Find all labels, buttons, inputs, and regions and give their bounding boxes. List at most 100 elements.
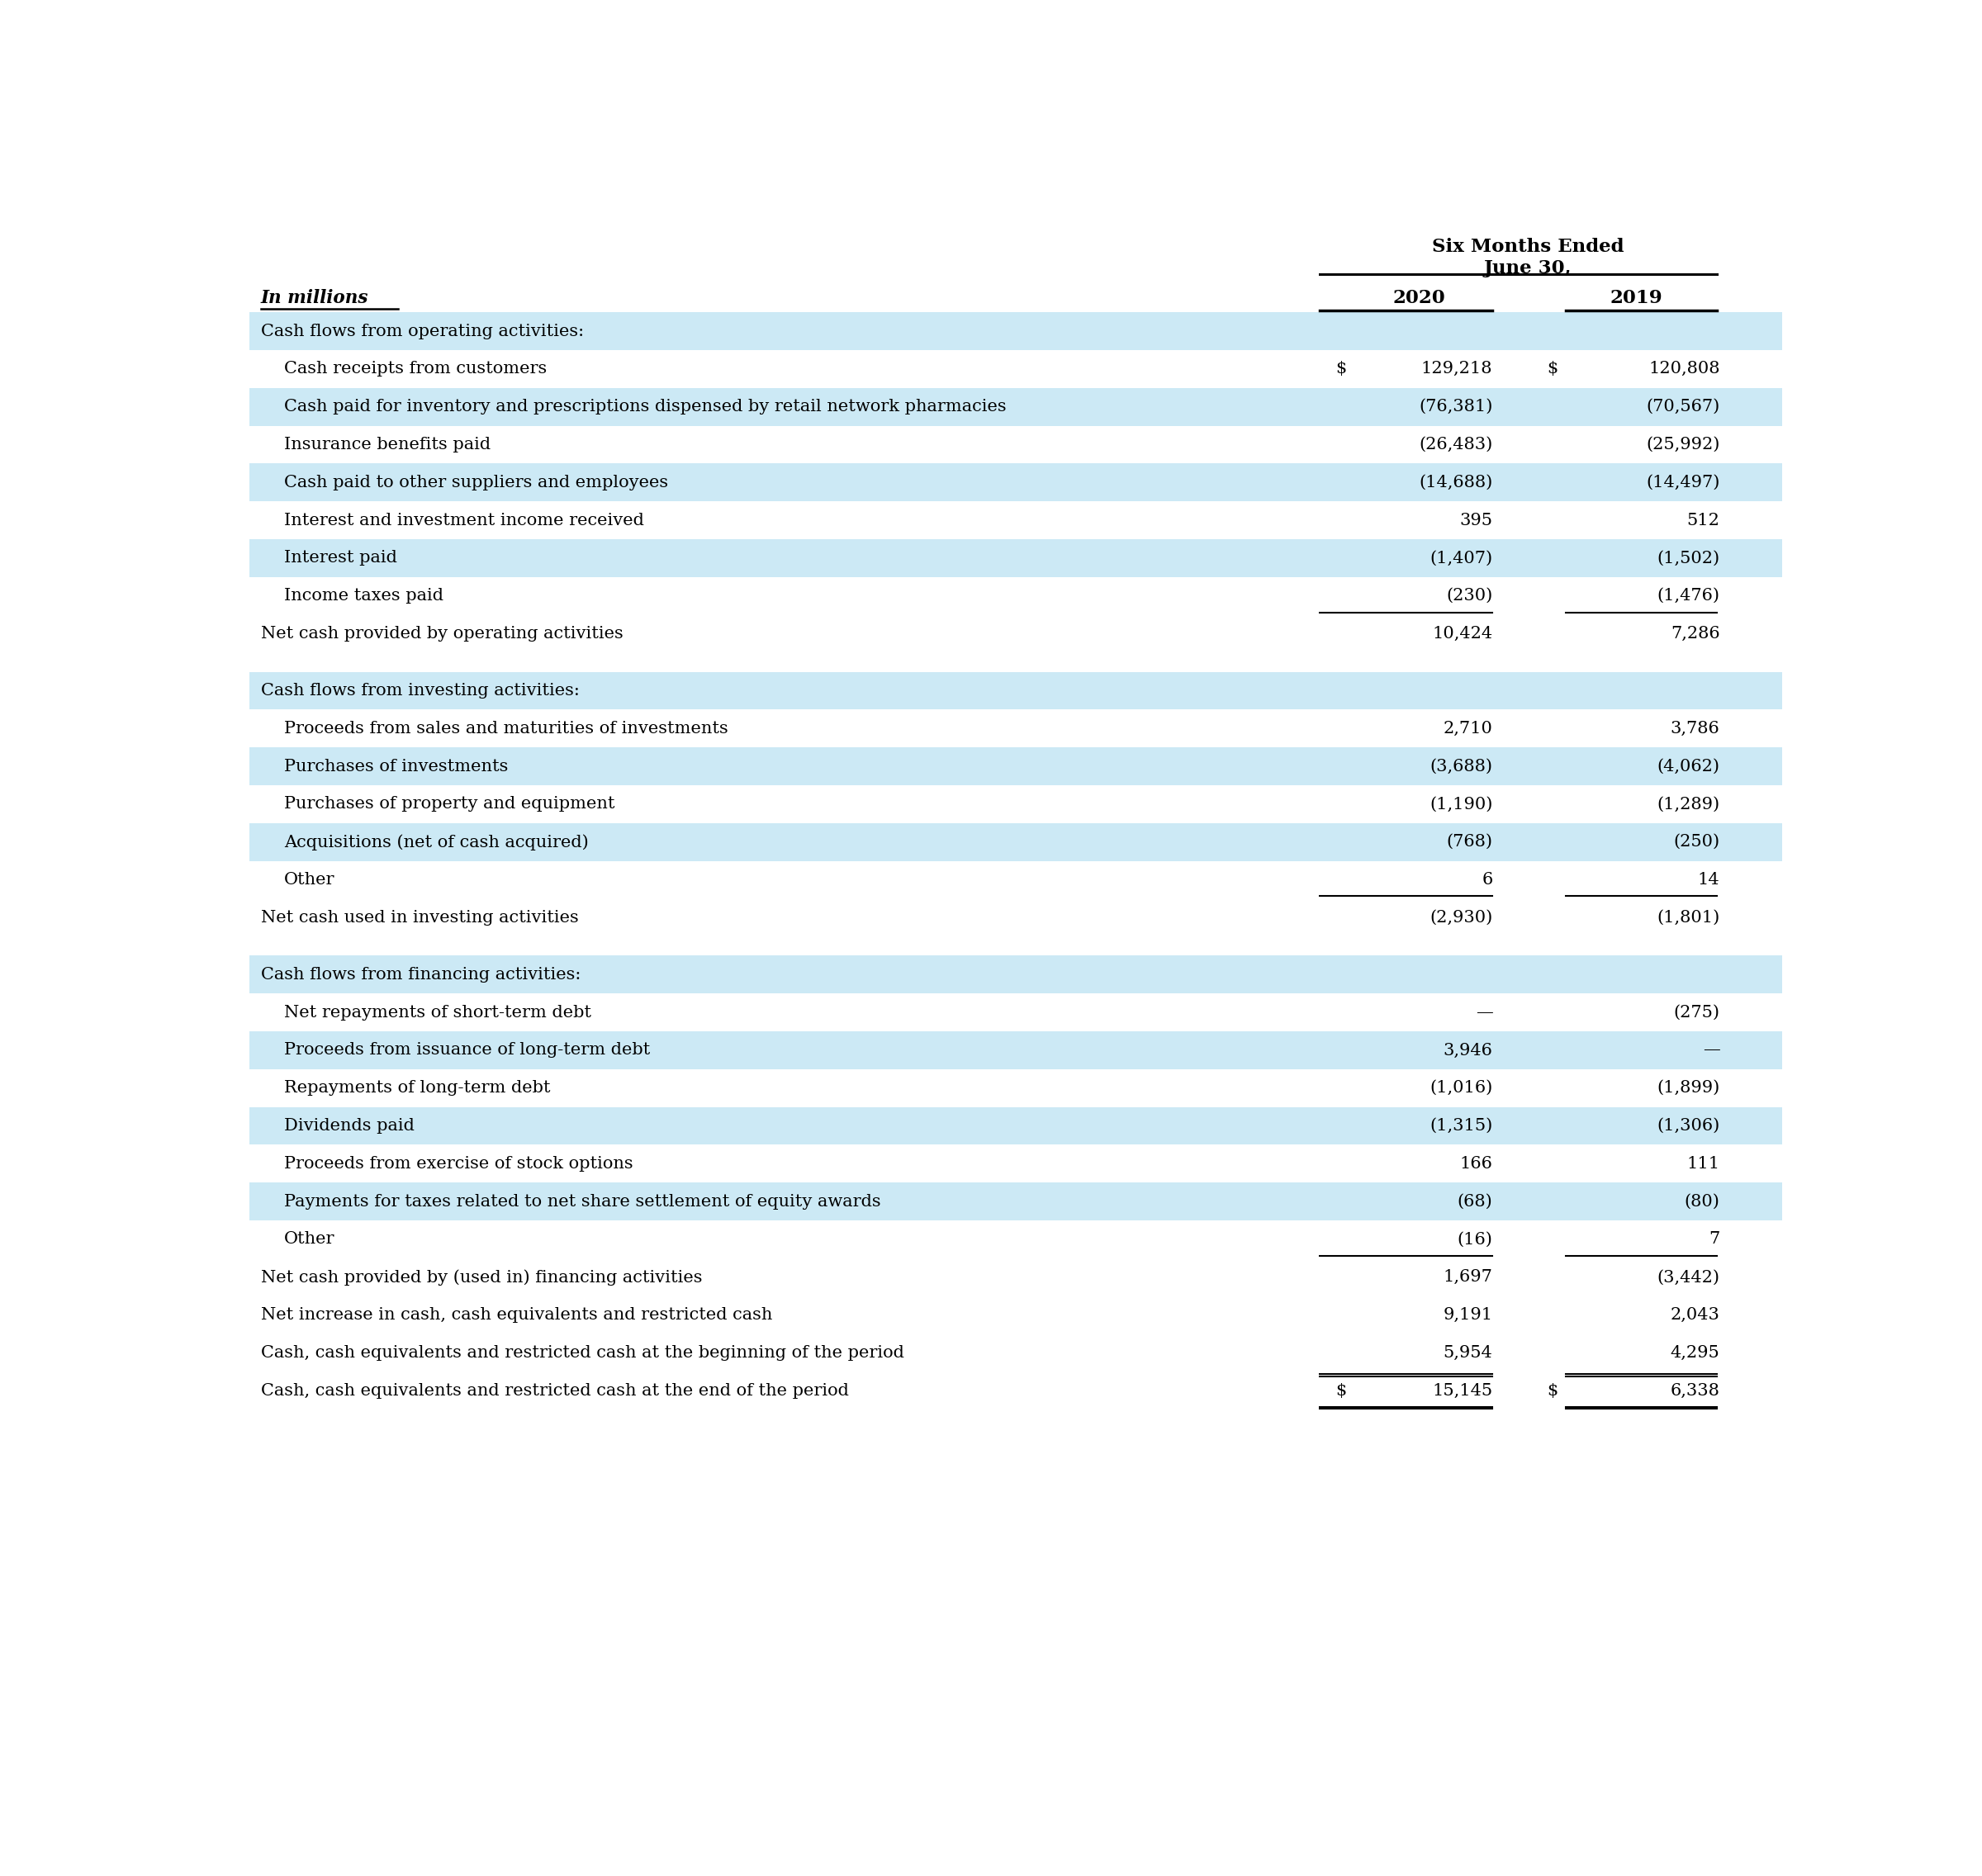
Text: 395: 395 [1459,512,1492,529]
Text: 15,145: 15,145 [1433,1383,1492,1398]
Text: Payments for taxes related to net share settlement of equity awards: Payments for taxes related to net share … [283,1193,880,1210]
Bar [250,501,1782,538]
Text: June 30,: June 30, [1485,259,1572,278]
Text: $: $ [1548,1383,1558,1398]
Text: 7,286: 7,286 [1671,627,1720,642]
Text: Net cash provided by operating activities: Net cash provided by operating activitie… [260,627,622,642]
Bar [250,388,1782,426]
Text: Other: Other [283,872,335,887]
Bar [250,578,1782,615]
Text: $: $ [1548,360,1558,377]
Text: (1,801): (1,801) [1657,910,1720,925]
Text: 4,295: 4,295 [1671,1345,1720,1360]
Bar [250,615,1782,653]
Text: (14,688): (14,688) [1419,475,1492,490]
Text: (3,688): (3,688) [1429,758,1492,775]
Bar [250,747,1782,786]
Text: (26,483): (26,483) [1419,437,1492,452]
Text: 3,946: 3,946 [1443,1043,1492,1058]
Bar [250,1296,1782,1334]
Text: Insurance benefits paid: Insurance benefits paid [283,437,492,452]
Bar [250,426,1782,463]
Text: (275): (275) [1673,1004,1720,1021]
Bar [250,463,1782,501]
Bar [250,1371,1782,1409]
Text: (768): (768) [1447,835,1492,850]
Text: (1,315): (1,315) [1429,1118,1492,1133]
Text: (3,442): (3,442) [1657,1270,1720,1285]
Text: Proceeds from exercise of stock options: Proceeds from exercise of stock options [283,1156,634,1171]
Text: (25,992): (25,992) [1645,437,1720,452]
Text: Cash, cash equivalents and restricted cash at the end of the period: Cash, cash equivalents and restricted ca… [260,1383,848,1398]
Bar [250,1069,1782,1107]
Text: Repayments of long-term debt: Repayments of long-term debt [283,1081,551,1096]
Text: 14: 14 [1699,872,1720,887]
Text: Net repayments of short-term debt: Net repayments of short-term debt [283,1004,591,1021]
Bar [250,955,1782,994]
Text: (1,289): (1,289) [1657,795,1720,812]
Text: 9,191: 9,191 [1443,1308,1492,1323]
Text: (70,567): (70,567) [1647,400,1720,415]
Bar [250,1221,1782,1259]
Text: (1,306): (1,306) [1657,1118,1720,1133]
Text: Net cash provided by (used in) financing activities: Net cash provided by (used in) financing… [260,1268,702,1285]
Text: 2020: 2020 [1393,289,1445,308]
Text: 2019: 2019 [1609,289,1663,308]
Text: 6: 6 [1483,872,1492,887]
Text: Purchases of investments: Purchases of investments [283,758,507,775]
Text: Net cash used in investing activities: Net cash used in investing activities [260,910,579,925]
Text: —: — [1703,1043,1720,1058]
Text: Purchases of property and equipment: Purchases of property and equipment [283,795,614,812]
Text: (1,899): (1,899) [1657,1081,1720,1096]
Text: (250): (250) [1673,835,1720,850]
Bar [250,351,1782,388]
Text: (2,930): (2,930) [1429,910,1492,925]
Text: (1,190): (1,190) [1429,795,1492,812]
Bar [250,1144,1782,1182]
Text: Proceeds from sales and maturities of investments: Proceeds from sales and maturities of in… [283,720,727,737]
Bar [250,1182,1782,1221]
Bar [250,709,1782,747]
Text: (14,497): (14,497) [1645,475,1720,490]
Text: Interest paid: Interest paid [283,550,396,567]
Bar [250,899,1782,936]
Bar [250,672,1782,709]
Text: Cash flows from investing activities:: Cash flows from investing activities: [260,683,579,698]
Text: 2,710: 2,710 [1443,720,1492,737]
Text: (1,407): (1,407) [1429,550,1492,567]
Text: Dividends paid: Dividends paid [283,1118,414,1133]
Text: Cash paid for inventory and prescriptions dispensed by retail network pharmacies: Cash paid for inventory and prescription… [283,400,1007,415]
Bar [250,538,1782,578]
Bar [250,994,1782,1032]
Text: (1,016): (1,016) [1429,1081,1492,1096]
Text: (16): (16) [1457,1231,1492,1248]
Text: (1,476): (1,476) [1657,587,1720,604]
Text: Other: Other [283,1231,335,1248]
Text: (230): (230) [1447,587,1492,604]
Text: 1,697: 1,697 [1443,1270,1492,1285]
Bar [250,1334,1782,1371]
Bar [250,1032,1782,1069]
Text: Cash paid to other suppliers and employees: Cash paid to other suppliers and employe… [283,475,668,490]
Text: 512: 512 [1687,512,1720,529]
Bar [250,824,1782,861]
Bar [250,311,1782,351]
Text: (4,062): (4,062) [1657,758,1720,775]
Text: (76,381): (76,381) [1419,400,1492,415]
Text: Net increase in cash, cash equivalents and restricted cash: Net increase in cash, cash equivalents a… [260,1308,773,1323]
Text: 6,338: 6,338 [1671,1383,1720,1398]
Text: 5,954: 5,954 [1443,1345,1492,1360]
Bar [250,1107,1782,1144]
Text: (80): (80) [1685,1193,1720,1210]
Text: Cash, cash equivalents and restricted cash at the beginning of the period: Cash, cash equivalents and restricted ca… [260,1345,904,1360]
Text: Interest and investment income received: Interest and investment income received [283,512,644,529]
Text: 166: 166 [1459,1156,1492,1171]
Text: Cash flows from financing activities:: Cash flows from financing activities: [260,966,581,983]
Text: (1,502): (1,502) [1657,550,1720,567]
Text: —: — [1475,1004,1492,1021]
Text: $: $ [1336,360,1346,377]
Text: Six Months Ended: Six Months Ended [1431,238,1623,255]
Text: Proceeds from issuance of long-term debt: Proceeds from issuance of long-term debt [283,1043,650,1058]
Text: 10,424: 10,424 [1433,627,1492,642]
Text: 7: 7 [1708,1231,1720,1248]
